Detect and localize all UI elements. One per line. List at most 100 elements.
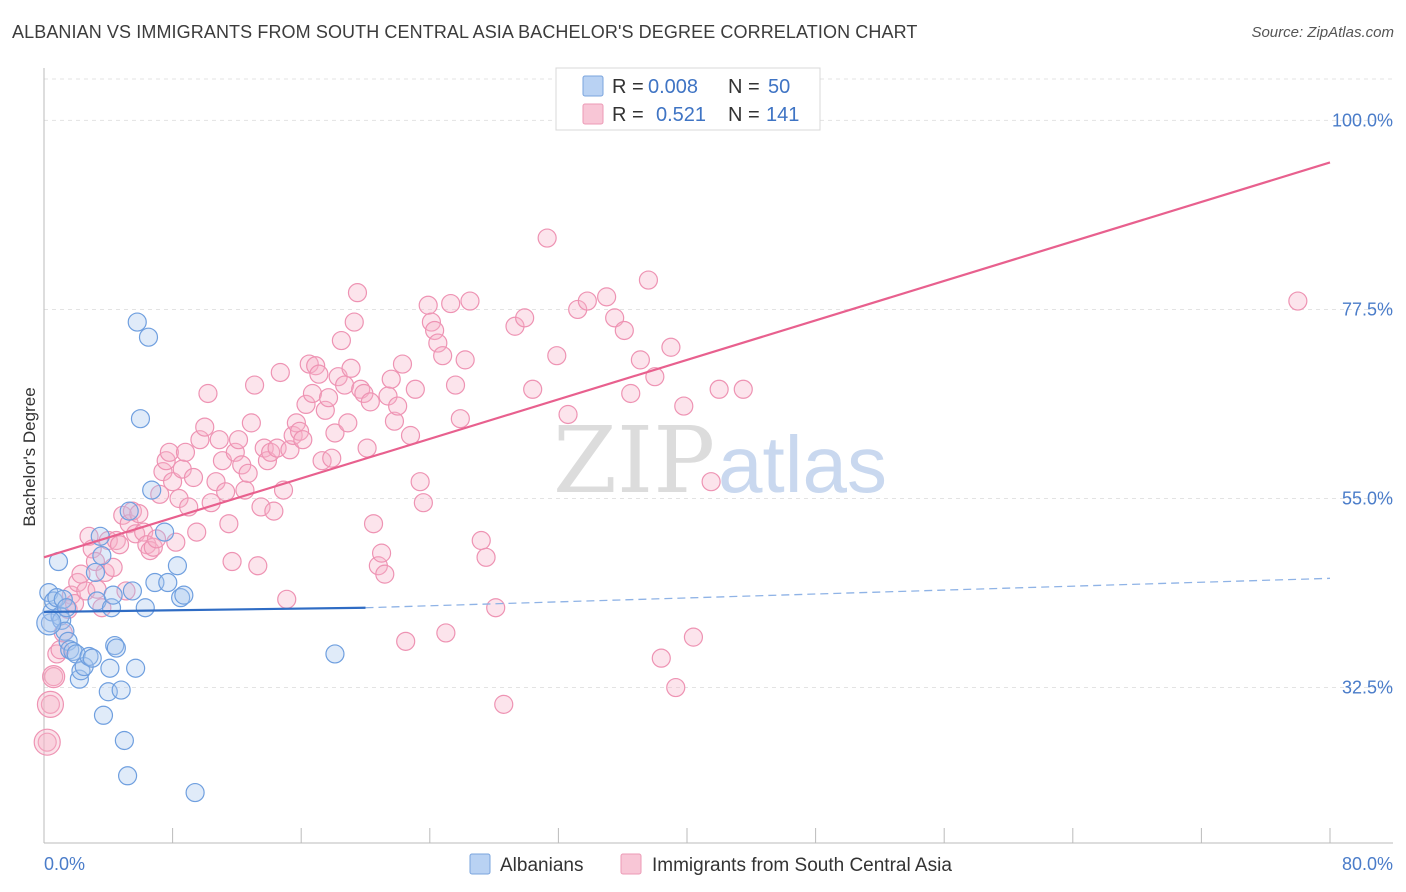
bottom-legend-label-immigrants: Immigrants from South Central Asia — [652, 855, 952, 876]
immigrants-point-23 — [116, 581, 136, 601]
albanians-point-19 — [82, 648, 102, 668]
immigrants-point-54 — [222, 551, 242, 572]
immigrants-point-59 — [238, 463, 258, 483]
immigrants-point-149 — [733, 379, 753, 399]
chart-title: ALBANIAN VS IMMIGRANTS FROM SOUTH CENTRA… — [12, 22, 918, 42]
albanians-point-32 — [114, 730, 134, 751]
immigrants-point-130 — [537, 228, 557, 248]
immigrants-point-36 — [159, 442, 179, 462]
immigrants-point-77 — [296, 394, 316, 415]
immigrants-point-118 — [441, 293, 461, 314]
immigrants-point-144 — [674, 396, 694, 416]
immigrants-point-30 — [140, 541, 160, 561]
source-label: Source: ZipAtlas.com — [1251, 24, 1394, 41]
immigrants-point-120 — [450, 409, 470, 429]
immigrants-point-72 — [280, 440, 300, 460]
albanians-point-43 — [154, 522, 175, 542]
legend-swatch-albanians — [582, 75, 604, 97]
immigrants-point-44 — [187, 522, 207, 542]
immigrants-point-86 — [325, 423, 345, 443]
immigrants-point-142 — [651, 648, 671, 668]
immigrants-point-97 — [360, 392, 380, 412]
immigrants-point-138 — [621, 383, 641, 404]
immigrants-point-69 — [270, 362, 290, 383]
immigrants-point-41 — [175, 442, 196, 462]
immigrants-point-111 — [413, 493, 433, 513]
immigrants-point-126 — [494, 694, 514, 714]
immigrants-point-116 — [433, 346, 453, 366]
immigrants-trend-line — [43, 161, 1331, 559]
immigrants-point-145 — [683, 627, 704, 647]
immigrants-point-119 — [445, 375, 466, 395]
immigrants-point-129 — [523, 379, 543, 399]
immigrants-point-60 — [241, 413, 261, 433]
immigrants-point-105 — [388, 396, 408, 416]
albanians-point-39 — [135, 598, 155, 618]
immigrants-point-0 — [37, 732, 57, 752]
immigrants-point-45 — [190, 430, 210, 450]
immigrants-point-125 — [486, 598, 506, 618]
immigrants-point-81 — [309, 364, 329, 384]
immigrants-point-139 — [630, 350, 650, 370]
immigrants-point-123 — [471, 530, 491, 551]
axes — [43, 68, 1393, 844]
immigrants-point-134 — [577, 291, 597, 311]
immigrants-point-100 — [371, 543, 392, 563]
albanians-point-45 — [167, 556, 188, 576]
watermark-atlas: atlas — [718, 420, 887, 509]
legend-n-value-1: 50 — [768, 76, 790, 98]
immigrants-point-78 — [299, 354, 319, 374]
albanians-point-41 — [142, 480, 162, 500]
immigrants-point-61 — [244, 375, 265, 395]
immigrants-point-140 — [638, 270, 659, 290]
immigrants-point-84 — [318, 388, 339, 408]
immigrants-point-128 — [515, 308, 535, 328]
immigrants-point-32 — [146, 529, 167, 549]
albanians-point-36 — [126, 658, 146, 678]
albanians-point-48 — [185, 782, 205, 803]
immigrants-point-53 — [219, 514, 239, 534]
immigrants-point-91 — [341, 358, 361, 378]
immigrants-point-104 — [384, 411, 405, 431]
immigrants-point-52 — [216, 482, 236, 502]
y-tick-label-3: 32.5% — [1342, 678, 1393, 698]
albanians-point-28 — [103, 585, 123, 605]
x-tick-label-max: 80.0% — [1342, 854, 1393, 874]
immigrants-point-34 — [153, 462, 173, 482]
immigrants-point-85 — [322, 448, 342, 468]
immigrants-point-63 — [251, 497, 271, 517]
immigrants-point-137 — [614, 320, 634, 341]
correlation-legend: R = 0.008 N = 50 R = 0.521 N = 141 — [555, 67, 821, 131]
legend-n-value-2: 141 — [766, 104, 799, 126]
albanians-point-18 — [79, 646, 99, 667]
immigrants-point-114 — [425, 320, 445, 341]
immigrants-point-89 — [335, 375, 355, 395]
immigrants-point-12 — [79, 526, 99, 546]
albanians-point-26 — [100, 658, 120, 678]
legend-r-label-1: R = — [612, 76, 644, 98]
immigrants-point-1 — [40, 694, 61, 714]
immigrants-point-98 — [363, 514, 384, 534]
trend-lines — [43, 161, 1331, 614]
immigrants-point-112 — [418, 295, 438, 315]
albanians-point-10 — [56, 598, 77, 618]
albanians-point-23 — [92, 546, 112, 566]
immigrants-point-21 — [109, 535, 130, 555]
x-tick-label-min: 0.0% — [44, 854, 85, 874]
immigrants-point-107 — [396, 631, 416, 651]
albanians-point-46 — [171, 588, 191, 608]
immigrants-point-62 — [248, 556, 268, 576]
legend-swatch-immigrants — [582, 103, 604, 125]
bottom-legend-label-albanians: Albanians — [500, 855, 583, 876]
albanians-point-35 — [122, 581, 143, 601]
immigrants-point-90 — [338, 413, 358, 433]
albanians-trend-line — [43, 606, 366, 614]
immigrants-point-110 — [410, 472, 430, 492]
albanians-point-38 — [130, 409, 151, 429]
immigrants-point-43 — [183, 467, 204, 488]
y-tick-label-1: 77.5% — [1342, 299, 1393, 319]
legend-n-label-2: N = — [728, 104, 760, 126]
bottom-legend-swatch-immigrants — [620, 853, 642, 875]
immigrants-point-56 — [228, 430, 249, 450]
